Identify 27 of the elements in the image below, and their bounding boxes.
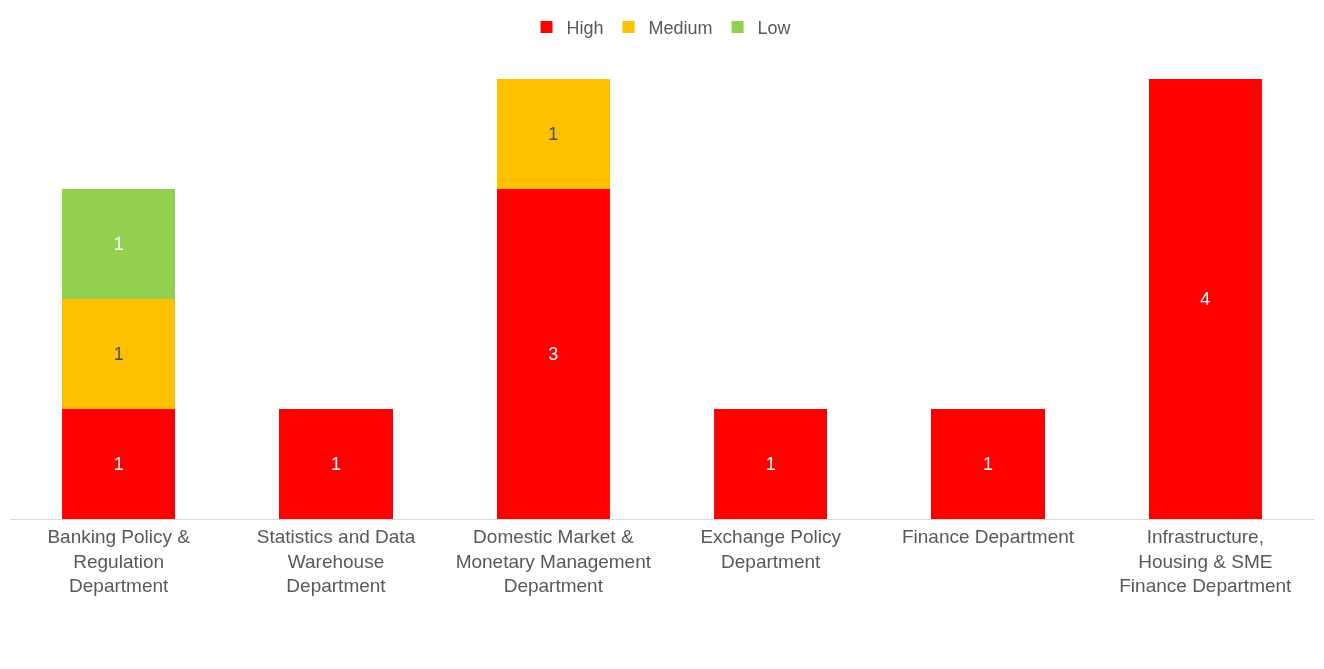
bar (714, 409, 828, 519)
x-tick-label: Domestic Market & Monetary Management Department (455, 525, 652, 597)
data-label: 3 (548, 344, 559, 365)
legend-label: High (566, 17, 604, 38)
x-tick-label: Exchange Policy Department (700, 525, 842, 572)
bar (62, 189, 176, 300)
data-label: 1 (765, 454, 776, 475)
x-tick-label: Statistics and Data Warehouse Department (256, 525, 416, 597)
bar (1148, 79, 1262, 519)
data-label: 1 (113, 454, 124, 475)
bar (496, 189, 610, 519)
data-label: 1 (548, 124, 559, 145)
data-label: 1 (113, 344, 124, 365)
bar (62, 299, 176, 410)
bar (496, 79, 610, 190)
data-label: 1 (113, 234, 124, 255)
data-label: 4 (1200, 289, 1211, 310)
legend-label: Medium (648, 17, 713, 38)
x-tick-label: Banking Policy & Regulation Department (47, 525, 191, 597)
data-label: 1 (330, 454, 342, 475)
bar (279, 409, 393, 519)
legend-label: Low (757, 17, 792, 38)
bar (931, 409, 1045, 519)
data-label: 1 (982, 454, 994, 475)
bar (62, 409, 176, 519)
x-tick-label: Infrastructure, Housing & SME Finance Department (1119, 525, 1293, 597)
x-tick-label: Finance Department (901, 525, 1075, 547)
